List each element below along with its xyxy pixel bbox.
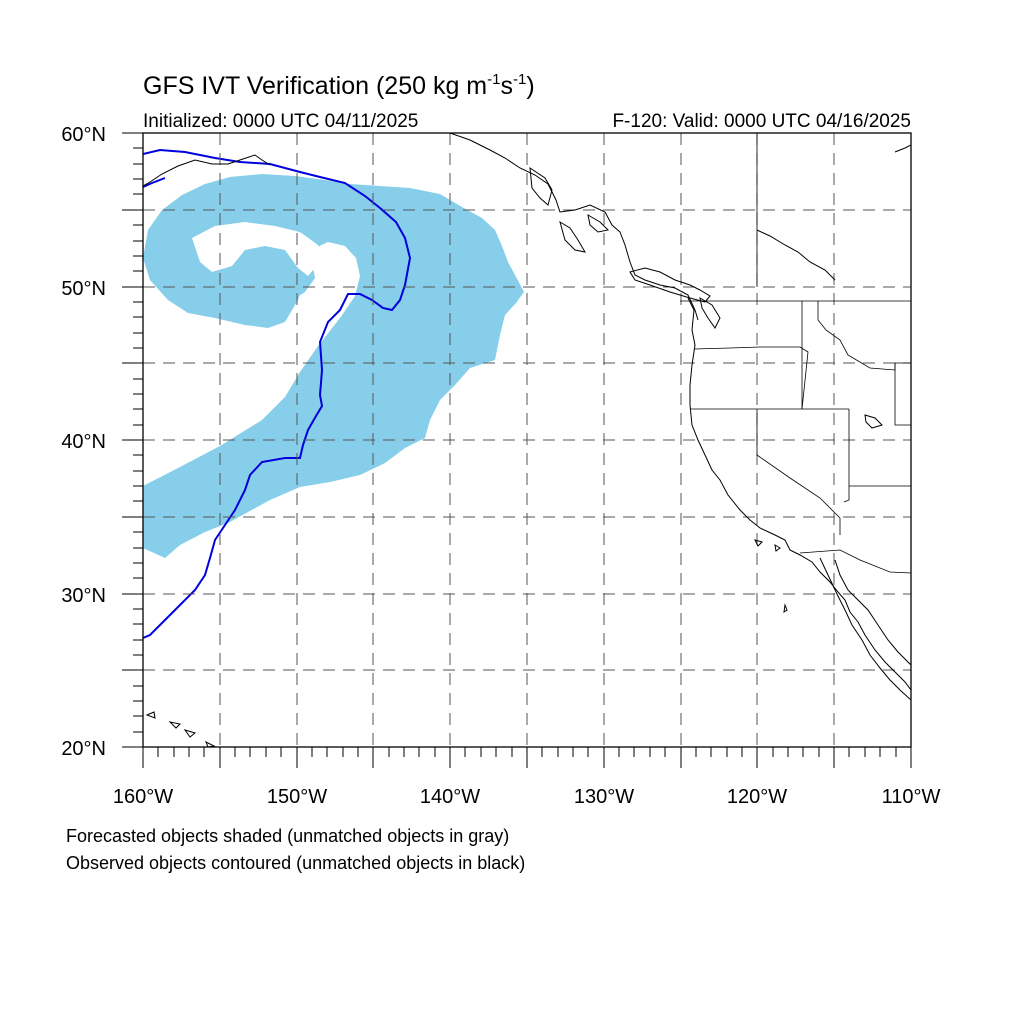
lon-label-110w: 110°W [881, 786, 941, 808]
lat-label-20n: 20°N [61, 738, 106, 760]
forecast-note: Forecasted objects shaded (unmatched obj… [66, 826, 510, 846]
observed-ivt-contour [143, 148, 412, 639]
political-borders [680, 133, 911, 574]
lon-label-120w: 120°W [726, 786, 788, 808]
spiral-gap [192, 222, 320, 276]
lon-label-150w: 150°W [266, 786, 328, 808]
lat-label-30n: 30°N [61, 585, 106, 607]
valid-time: F-120: Valid: 0000 UTC 04/16/2025 [612, 111, 911, 132]
coastlines [143, 133, 911, 747]
lon-label-130w: 130°W [573, 786, 635, 808]
lat-label-50n: 50°N [61, 278, 106, 300]
forecast-ivt-object [143, 174, 524, 558]
lon-label-140w: 140°W [419, 786, 481, 808]
initialized-time: Initialized: 0000 UTC 04/11/2025 [143, 111, 419, 132]
lat-label-60n: 60°N [61, 124, 106, 146]
observed-note: Observed objects contoured (unmatched ob… [66, 853, 526, 873]
observed-contour-fragment [143, 177, 166, 188]
map-title: GFS IVT Verification (250 kg m-1s-1) [143, 71, 535, 100]
tick-marks [122, 132, 912, 768]
lon-label-160w: 160°W [112, 786, 174, 808]
lat-label-40n: 40°N [61, 431, 106, 453]
